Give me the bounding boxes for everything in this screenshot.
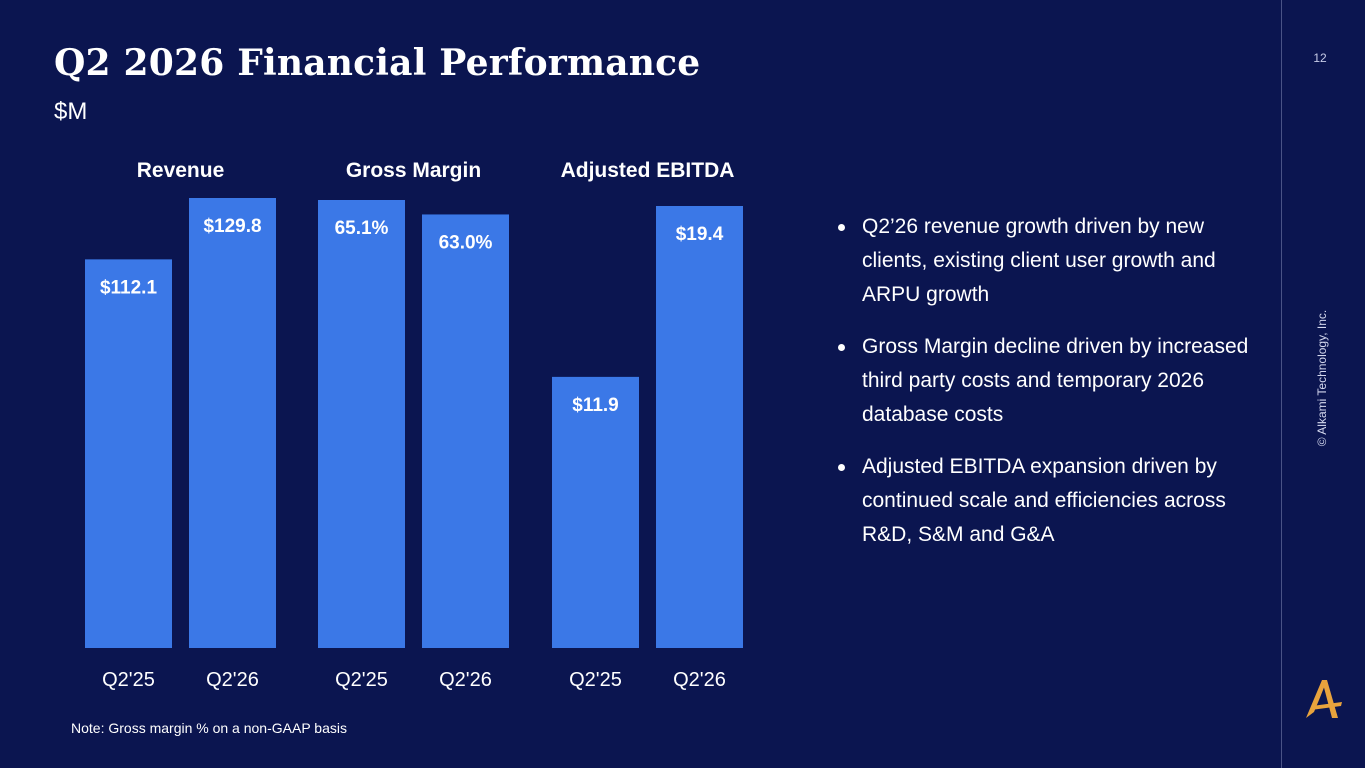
vertical-divider bbox=[1281, 0, 1282, 768]
bullet-item-revenue: Q2’26 revenue growth driven by new clien… bbox=[836, 210, 1266, 312]
bullet-text: Adjusted EBITDA expansion driven by cont… bbox=[862, 455, 1226, 546]
chart-bar bbox=[189, 198, 276, 648]
bar-value-label: $129.8 bbox=[203, 216, 261, 237]
chart-bar bbox=[422, 214, 509, 649]
commentary-bullet-list: Q2’26 revenue growth driven by new clien… bbox=[836, 210, 1266, 570]
bar-value-label: $112.1 bbox=[100, 277, 157, 298]
chart-panel-title: Adjusted EBITDA bbox=[561, 159, 735, 182]
bullet-item-ebitda: Adjusted EBITDA expansion driven by cont… bbox=[836, 450, 1266, 552]
x-tick-label: Q2'25 bbox=[335, 669, 388, 691]
chart-bar bbox=[552, 376, 639, 648]
bar-value-label: $11.9 bbox=[572, 395, 619, 416]
bar-value-label: 65.1% bbox=[335, 218, 389, 239]
bullet-dot-icon bbox=[838, 464, 845, 471]
alkami-a-logo-icon bbox=[1306, 680, 1342, 718]
bar-value-label: 63.0% bbox=[439, 232, 493, 253]
copyright-notice: © Alkami Technology, Inc. bbox=[1315, 309, 1329, 447]
page-number: 12 bbox=[1313, 51, 1327, 65]
chart-bar bbox=[318, 200, 405, 648]
page-subtitle: $M bbox=[54, 98, 88, 125]
chart-bar bbox=[656, 206, 743, 648]
page-title: Q2 2026 Financial Performance bbox=[54, 42, 701, 84]
financial-bar-charts: Revenue $112.1 Q2'25 $129.8 Q2'26 Gross Margi… bbox=[85, 159, 743, 691]
chart-bar bbox=[85, 259, 172, 648]
bullet-dot-icon bbox=[838, 224, 845, 231]
bullet-text: Q2’26 revenue growth driven by new clien… bbox=[862, 215, 1216, 306]
bullet-item-gross-margin: Gross Margin decline driven by increased… bbox=[836, 330, 1266, 432]
footnote: Note: Gross margin % on a non-GAAP basis bbox=[71, 720, 347, 736]
x-tick-label: Q2'25 bbox=[569, 669, 622, 691]
x-tick-label: Q2'26 bbox=[206, 669, 259, 691]
bullet-text: Gross Margin decline driven by increased… bbox=[862, 335, 1249, 426]
chart-panel-title: Gross Margin bbox=[346, 159, 481, 182]
x-tick-label: Q2'26 bbox=[439, 669, 492, 691]
chart-panel-title: Revenue bbox=[137, 159, 225, 182]
x-tick-label: Q2'26 bbox=[673, 669, 726, 691]
x-tick-label: Q2'25 bbox=[102, 669, 155, 691]
bar-value-label: $19.4 bbox=[676, 224, 724, 245]
bullet-dot-icon bbox=[838, 344, 845, 351]
